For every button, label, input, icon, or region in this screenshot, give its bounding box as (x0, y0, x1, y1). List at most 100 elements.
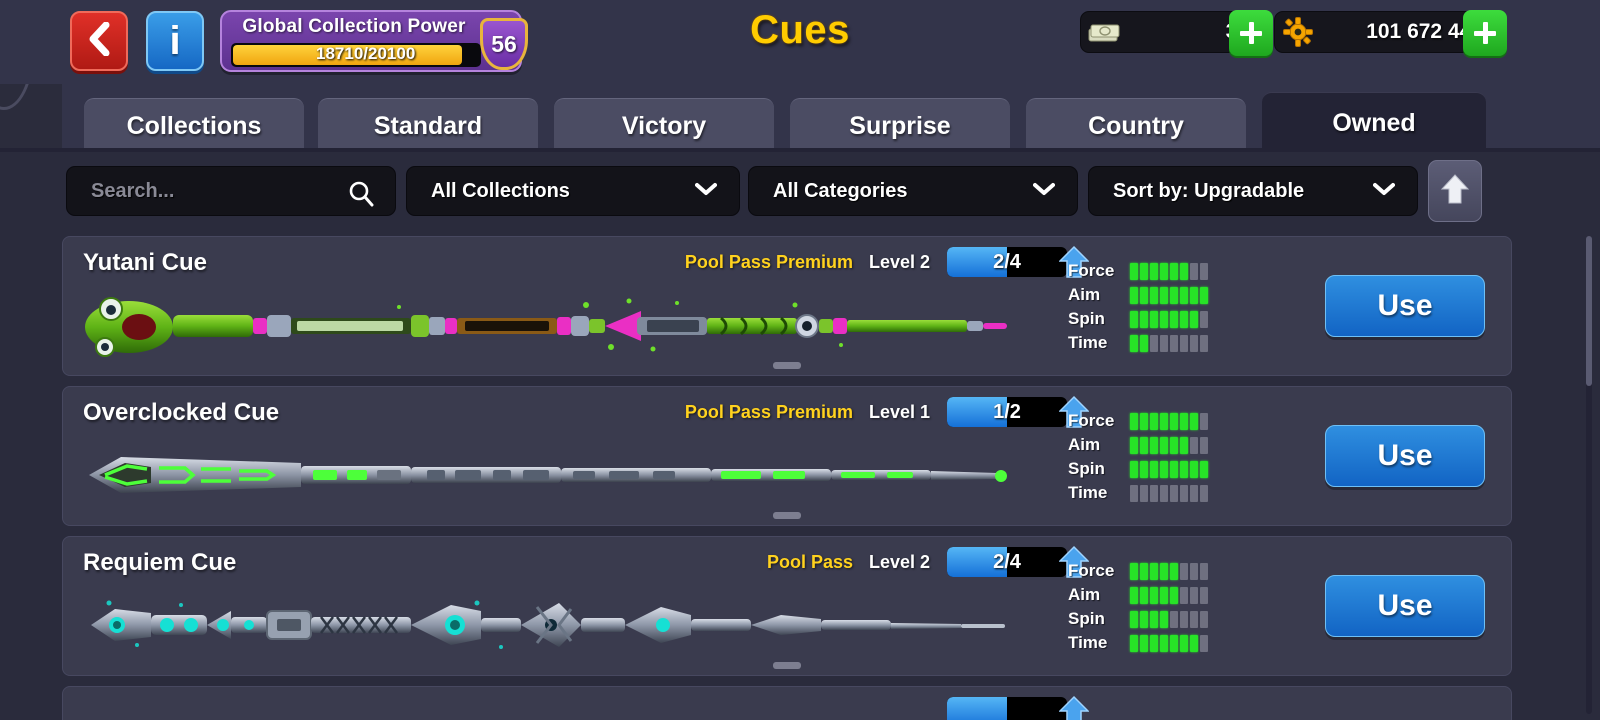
categories-dropdown-value: All Categories (773, 179, 908, 202)
stat-segment (1170, 634, 1178, 652)
stat-segment (1180, 562, 1188, 580)
upgrade-arrow-icon[interactable] (1058, 245, 1090, 284)
stat-segment (1140, 562, 1148, 580)
cue-image (81, 585, 1011, 665)
stat-segment (1170, 412, 1178, 430)
stat-row-spin: Spin (1068, 457, 1238, 481)
stat-segment (1190, 586, 1198, 604)
upgrade-arrow-icon[interactable] (1058, 545, 1090, 584)
stat-segment (1180, 412, 1188, 430)
upgrade-arrow-icon[interactable] (1058, 695, 1090, 720)
stat-segment (1130, 286, 1138, 304)
global-power-level: 56 (491, 30, 517, 57)
stat-segment (1150, 334, 1158, 352)
stat-segment (1180, 610, 1188, 628)
table-row[interactable]: Yutani Cue Pool Pass Premium Level 2 2/4 (62, 236, 1512, 376)
stat-segment (1140, 634, 1148, 652)
list-scrollbar-thumb[interactable] (1586, 236, 1592, 386)
stat-segment (1160, 310, 1168, 328)
cue-name: Overclocked Cue (83, 399, 280, 426)
drag-handle[interactable] (773, 662, 801, 669)
header-bar: i Global Collection Power 18710/20100 56… (0, 0, 1600, 84)
cue-level: Level 2 (869, 252, 931, 272)
categories-dropdown[interactable]: All Categories (748, 166, 1078, 216)
tab-surprise[interactable]: Surprise (790, 98, 1010, 154)
cue-stats: Force Aim Spin Time (1068, 409, 1238, 505)
stat-segment (1150, 262, 1158, 280)
stat-segment (1140, 586, 1148, 604)
upgrade-arrow-icon[interactable] (1058, 395, 1090, 434)
stat-label-aim: Aim (1068, 585, 1101, 604)
table-row[interactable]: Requiem Cue Pool Pass Level 2 2/4 (62, 536, 1512, 676)
stat-segment (1200, 460, 1208, 478)
global-power-bar (231, 43, 481, 67)
stat-segment (1190, 634, 1198, 652)
search-icon[interactable] (347, 179, 375, 212)
stat-label-spin: Spin (1068, 309, 1105, 328)
stat-segment (1200, 484, 1208, 502)
cue-image (81, 285, 1011, 365)
stat-segment (1200, 436, 1208, 454)
back-button[interactable] (70, 11, 128, 71)
cue-level: Level 2 (869, 552, 931, 572)
search-input[interactable]: Search... (66, 166, 396, 216)
drag-handle[interactable] (773, 362, 801, 369)
stat-segment (1180, 484, 1188, 502)
cash-stack-icon (1081, 20, 1127, 44)
sort-dropdown[interactable]: Sort by: Upgradable (1088, 166, 1418, 216)
tab-country[interactable]: Country (1026, 98, 1246, 154)
stat-segment (1160, 436, 1168, 454)
stat-segment (1130, 484, 1138, 502)
stat-segment (1160, 634, 1168, 652)
stat-bar-spin (1130, 460, 1208, 478)
use-button[interactable]: Use (1325, 575, 1485, 637)
list-scrollbar[interactable] (1586, 236, 1592, 714)
scroll-to-top-button[interactable] (1428, 160, 1482, 222)
global-collection-power-panel[interactable]: Global Collection Power 18710/20100 56 (220, 10, 528, 72)
stat-row-force: Force (1068, 259, 1238, 283)
tab-standard[interactable]: Standard (318, 98, 538, 154)
stat-segment (1190, 610, 1198, 628)
stat-label-aim: Aim (1068, 435, 1101, 454)
cue-stats: Force Aim Spin Time (1068, 259, 1238, 355)
drag-handle[interactable] (773, 512, 801, 519)
stat-segment (1150, 634, 1158, 652)
collections-dropdown[interactable]: All Collections (406, 166, 740, 216)
cue-list[interactable]: Yutani Cue Pool Pass Premium Level 2 2/4 (0, 230, 1600, 720)
tab-owned[interactable]: Owned (1262, 92, 1486, 154)
stat-segment (1150, 484, 1158, 502)
stat-row-spin: Spin (1068, 307, 1238, 331)
stat-segment (1180, 436, 1188, 454)
stat-label-time: Time (1068, 333, 1108, 352)
stat-label-force: Force (1068, 411, 1115, 430)
stat-segment (1180, 262, 1188, 280)
tab-victory[interactable]: Victory (554, 98, 774, 154)
stat-segment (1200, 634, 1208, 652)
stat-segment (1150, 436, 1158, 454)
stat-segment (1180, 586, 1188, 604)
add-coins-button[interactable] (1463, 10, 1507, 56)
use-button[interactable]: Use (1325, 425, 1485, 487)
cue-level: Level 1 (869, 402, 931, 422)
sort-dropdown-value: Sort by: Upgradable (1113, 179, 1305, 202)
stat-row-force: Force (1068, 559, 1238, 583)
stat-segment (1140, 610, 1148, 628)
stat-segment (1200, 562, 1208, 580)
cue-pass-tag: Pool Pass Premium (684, 402, 853, 422)
tab-collections[interactable]: Collections (84, 98, 304, 154)
stat-segment (1140, 412, 1148, 430)
table-row[interactable] (62, 686, 1512, 720)
global-power-progress-text: 18710/20100 (316, 44, 416, 63)
use-button-label: Use (1377, 439, 1433, 472)
info-button[interactable]: i (146, 11, 204, 71)
add-cash-button[interactable] (1229, 10, 1273, 56)
global-power-label: Global Collection Power (242, 16, 466, 37)
tab-standard-label: Standard (373, 112, 483, 140)
table-row[interactable]: Overclocked Cue Pool Pass Premium Level … (62, 386, 1512, 526)
tab-underline (0, 148, 1600, 152)
cue-level-progress (947, 697, 1067, 720)
stat-segment (1160, 286, 1168, 304)
tab-owned-label: Owned (1332, 109, 1416, 137)
use-button[interactable]: Use (1325, 275, 1485, 337)
stat-segment (1160, 586, 1168, 604)
